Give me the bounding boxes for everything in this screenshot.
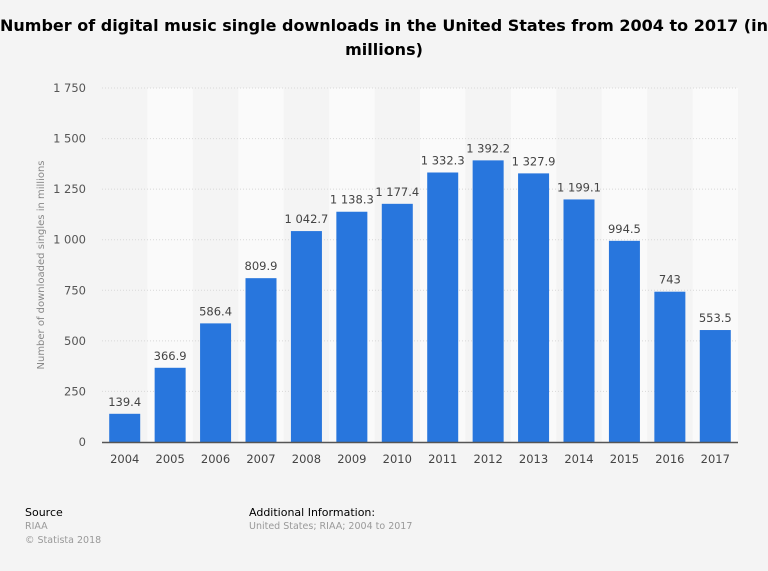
- y-tick-label: 500: [64, 334, 86, 348]
- y-tick-label: 0: [79, 435, 86, 449]
- source-block: Source RIAA © Statista 2018: [25, 506, 101, 548]
- data-label: 1 138.3: [330, 193, 374, 207]
- data-label: 1 177.4: [375, 185, 419, 199]
- copyright: © Statista 2018: [25, 535, 102, 546]
- data-label: 1 199.1: [557, 180, 601, 194]
- source-heading: Source: [25, 506, 63, 519]
- bar: [472, 160, 504, 443]
- additional-info-value: United States; RIAA; 2004 to 2017: [249, 521, 413, 532]
- bar: [245, 278, 277, 442]
- data-label: 1 332.3: [421, 153, 465, 167]
- data-label: 1 042.7: [284, 212, 328, 226]
- x-tick-label: 2009: [337, 452, 366, 466]
- additional-info-heading: Additional Information:: [249, 506, 376, 519]
- data-label: 366.9: [154, 349, 187, 363]
- y-axis-label: Number of downloaded singles in millions: [36, 160, 47, 369]
- bar: [381, 203, 413, 442]
- x-tick-label: 2013: [519, 452, 548, 466]
- bar: [699, 330, 731, 442]
- x-tick-label: 2007: [246, 452, 275, 466]
- additional-info-block: Additional Information: United States; R…: [249, 506, 412, 534]
- data-label: 743: [659, 273, 681, 287]
- bar: [290, 231, 322, 442]
- x-tick-label: 2004: [110, 452, 139, 466]
- x-tick-label: 2010: [383, 452, 412, 466]
- x-tick-label: 2015: [610, 452, 639, 466]
- bar: [336, 211, 368, 442]
- x-tick-label: 2008: [292, 452, 321, 466]
- x-tick-label: 2011: [428, 452, 457, 466]
- bar: [608, 240, 640, 442]
- data-label: 809.9: [245, 259, 278, 273]
- x-tick-label: 2014: [564, 452, 593, 466]
- data-label: 1 392.2: [466, 141, 510, 155]
- bar: [109, 413, 141, 442]
- y-tick-label: 1 500: [53, 132, 86, 146]
- data-label: 994.5: [608, 222, 641, 236]
- data-label: 1 327.9: [512, 154, 556, 168]
- y-tick-label: 1 250: [53, 182, 86, 196]
- bar: [200, 323, 232, 442]
- y-tick-label: 1 750: [53, 81, 86, 95]
- x-tick-label: 2016: [655, 452, 684, 466]
- bar: [427, 172, 459, 442]
- data-label: 586.4: [199, 304, 232, 318]
- chart-title: Number of digital music single downloads…: [0, 16, 768, 59]
- y-tick-label: 750: [64, 283, 86, 297]
- data-label: 553.5: [699, 311, 732, 325]
- data-label: 139.4: [108, 395, 141, 409]
- bar: [154, 367, 186, 442]
- y-tick-label: 250: [64, 384, 86, 398]
- x-tick-label: 2006: [201, 452, 230, 466]
- bar: [518, 173, 550, 442]
- x-tick-label: 2017: [701, 452, 730, 466]
- y-tick-label: 1 000: [53, 233, 86, 247]
- x-tick-label: 2005: [156, 452, 185, 466]
- source-value[interactable]: RIAA: [25, 521, 48, 532]
- bar: [654, 291, 686, 442]
- x-tick-label: 2012: [474, 452, 503, 466]
- bar: [563, 199, 595, 442]
